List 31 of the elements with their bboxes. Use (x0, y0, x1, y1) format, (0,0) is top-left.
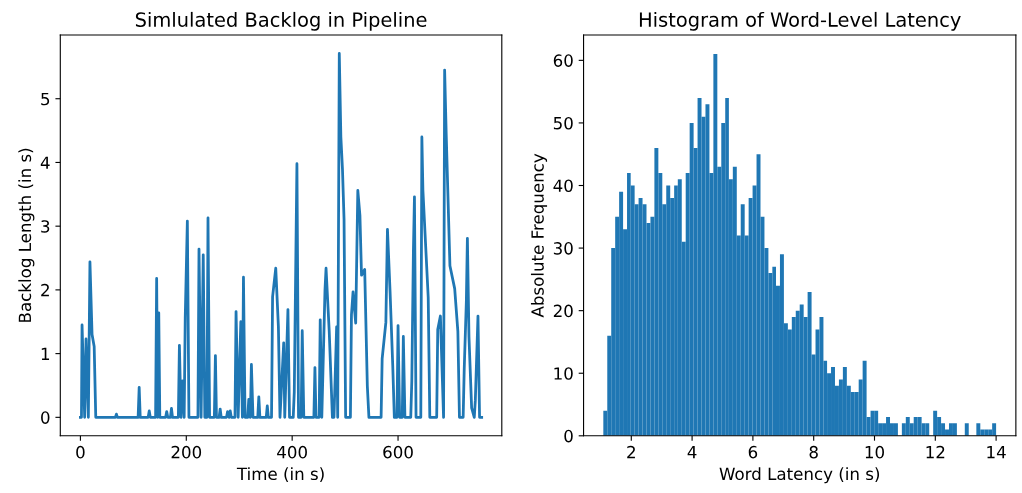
y-axis-title: Backlog Length (in s) (18, 148, 35, 322)
x-axis-title: Time (in s) (236, 467, 324, 483)
y-tick-label: 5 (41, 92, 50, 106)
x-tick-label: 8 (809, 445, 818, 459)
y-tick-label: 1 (41, 347, 50, 360)
chart-title: Histogram of Word-Level Latency (639, 11, 961, 31)
y-tick-label: 2 (41, 283, 49, 297)
y-tick-label: 60 (553, 54, 573, 67)
x-tick-label: 2 (627, 445, 635, 459)
x-tick-label: 0 (76, 445, 85, 459)
x-tick-label: 10 (865, 445, 884, 459)
y-tick-label: 40 (553, 179, 573, 193)
x-tick-label: 6 (748, 445, 758, 459)
y-tick-label: 4 (40, 156, 50, 169)
x-tick-label: 400 (277, 445, 307, 459)
y-tick-label: 10 (554, 367, 573, 380)
y-axis-title: Absolute Frequency (530, 153, 548, 318)
y-tick-label: 30 (553, 242, 573, 255)
x-axis-title: Word Latency (in s) (719, 467, 880, 484)
line-series (79, 52, 484, 419)
y-tick-label: 3 (41, 220, 50, 233)
x-tick-label: 200 (171, 445, 202, 459)
y-tick-label: 0 (41, 411, 50, 424)
chart-title: Simlulated Backlog in Pipeline (135, 11, 427, 31)
x-tick-label: 14 (987, 446, 1006, 459)
x-tick-label: 4 (687, 446, 697, 459)
x-tick-label: 12 (926, 445, 945, 459)
y-tick-label: 50 (553, 116, 573, 130)
y-tick-label: 20 (553, 304, 573, 318)
y-tick-label: 0 (564, 429, 573, 443)
x-tick-label: 600 (383, 445, 413, 459)
